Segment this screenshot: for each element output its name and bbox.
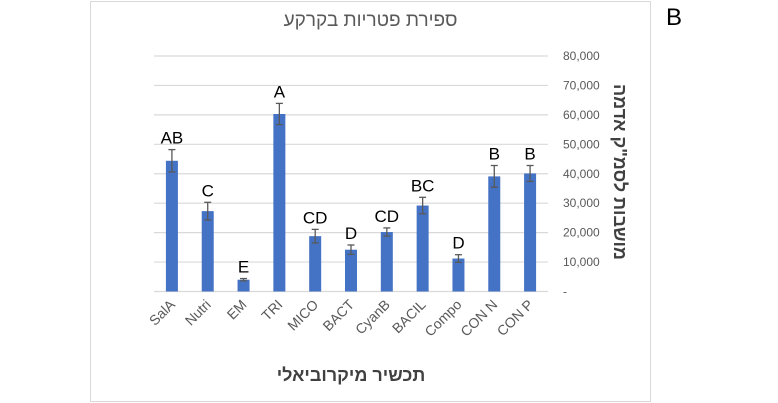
bar [380,232,393,292]
chart-title: ספירת פטריות בקרקע [283,10,458,31]
significance-letter: E [238,258,249,277]
bar [165,160,178,292]
bar [201,211,214,292]
panel-label: B [666,4,683,31]
significance-letter: CD [375,207,400,226]
bar [309,236,322,292]
x-tick-label: CyanB [352,296,393,337]
significance-letter: A [274,82,286,101]
bars [165,113,537,292]
x-tick-label: CON P [494,296,537,339]
significance-letter: B [489,145,500,164]
error-bars [168,102,534,282]
bar [488,176,501,292]
x-tick-label: MICO [284,296,321,333]
x-tick-label: CON N [457,296,500,339]
significance-letter: C [202,181,214,200]
x-tick-label: BACT [319,296,357,334]
significance-letter: BC [411,176,435,195]
gridlines [154,55,548,293]
y-tick-label: 80,000 [563,49,600,63]
y-tick-label: 20,000 [563,226,600,240]
y-tick-label: 50,000 [563,137,600,151]
bar [237,279,250,292]
x-tick-label: EM [224,296,250,322]
x-tick-label: TRI [258,296,285,323]
y-tick-label: 40,000 [563,167,600,181]
chart-frame [90,1,651,402]
y-axis-label: מושבות לסמ"ק אדמה [610,84,630,260]
significance-letter: CD [303,208,328,227]
y-tick-label: 60,000 [563,108,600,122]
x-tick-label: Compo [421,296,464,339]
bar [345,249,357,292]
significance-letter: D [452,234,464,253]
y-tick-label: 30,000 [563,196,600,210]
bar [273,113,286,292]
y-axis-ticks: - 10,000 20,000 30,000 40,000 50,000 60,000 70,… [563,49,600,299]
significance-letter: D [345,224,357,243]
y-tick-label: - [563,285,567,299]
significance-letter: B [524,145,535,164]
y-tick-label: 70,000 [563,78,600,92]
bar [452,258,465,292]
x-tick-label: Nutri [182,296,214,328]
significance-letter: AB [161,129,184,148]
significance-letters: AB C E A CD D CD BC D B B [161,82,536,276]
bar [416,205,429,292]
bar [524,173,537,292]
y-tick-label: 10,000 [563,255,600,269]
x-axis-ticks: SalA Nutri EM TRIMICOBACTCyanBBACILCompoCON… [146,296,536,340]
x-axis-label: תכשיר מיקרוביאלי [277,365,425,385]
x-tick-label: SalA [146,296,179,329]
